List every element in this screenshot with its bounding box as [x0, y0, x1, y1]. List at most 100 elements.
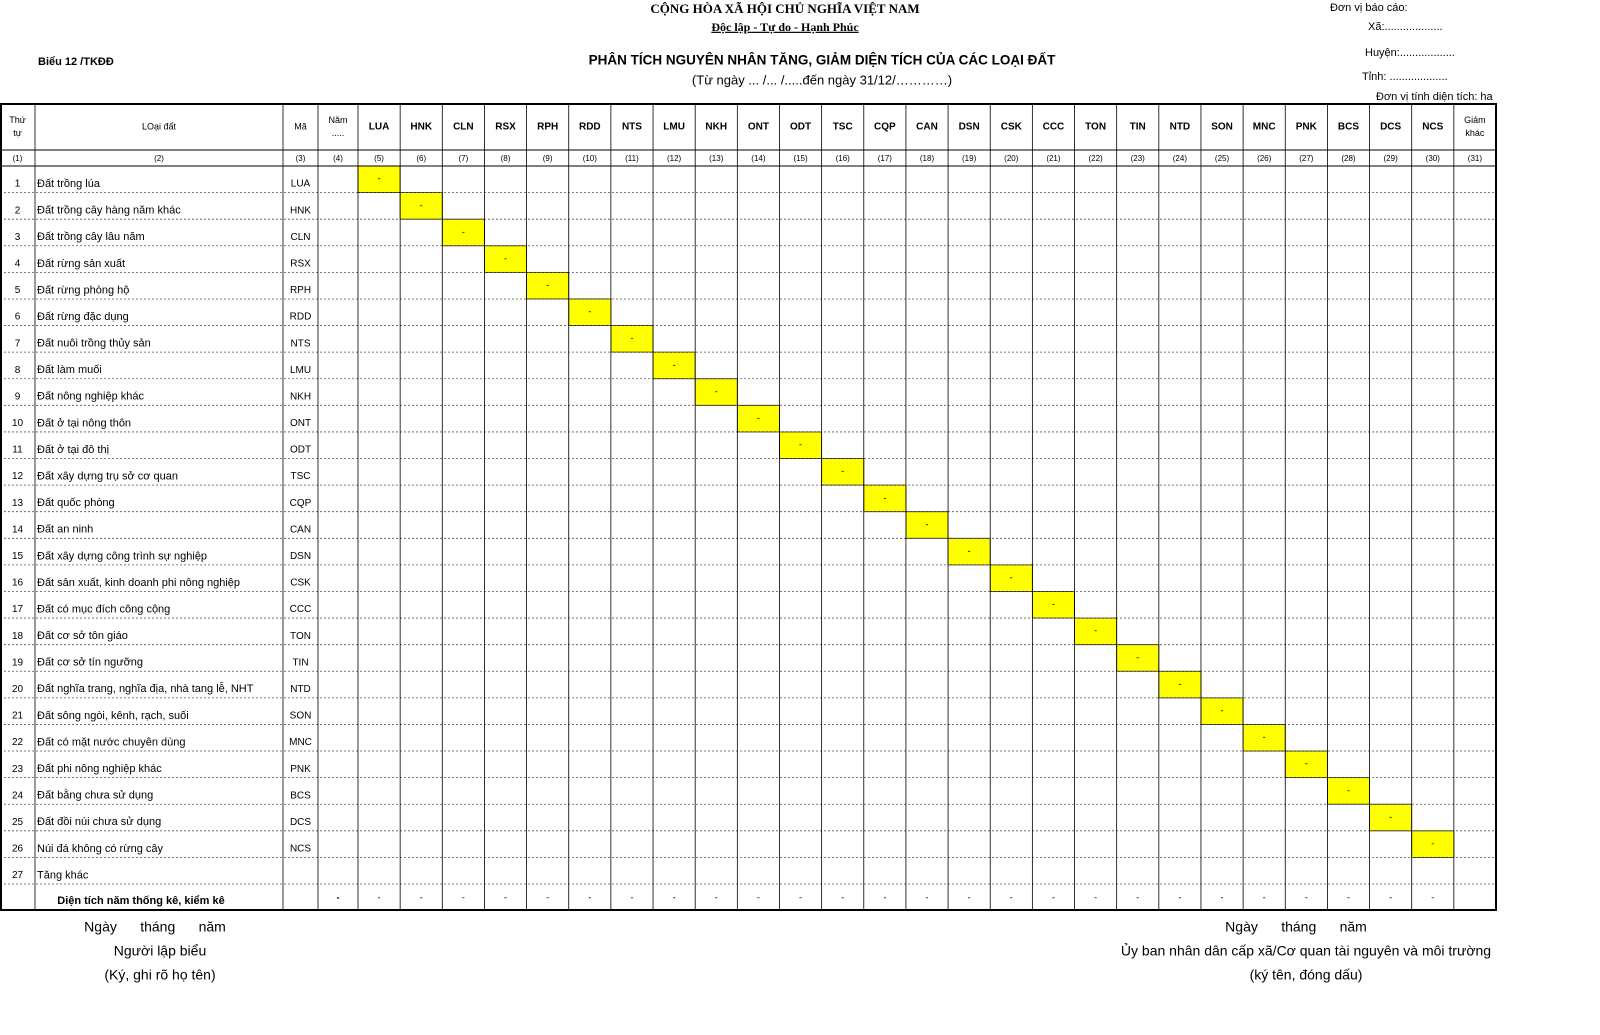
- column-number: (26): [1257, 154, 1272, 163]
- land-type: Đất có mục đích công cộng: [37, 603, 170, 615]
- footer-role: Người lập biểu: [114, 943, 207, 959]
- total-label: Diện tích năm thống kê, kiểm kê: [57, 895, 225, 907]
- footer-sign: (ký tên, đóng dấu): [1250, 967, 1363, 983]
- total-value: -: [1221, 892, 1224, 902]
- column-header: CCC: [1043, 122, 1065, 133]
- land-code: CLN: [290, 232, 310, 243]
- cell-mark: -: [926, 519, 929, 529]
- highlight-cell: [526, 271, 570, 300]
- column-header: Thứ: [9, 115, 26, 125]
- total-value: -: [1178, 892, 1181, 902]
- column-header: SON: [1211, 122, 1233, 133]
- land-type: Đất nghĩa trang, nghĩa địa, nhà tang lễ,…: [37, 682, 254, 695]
- land-type: Đất rừng sản xuất: [37, 258, 125, 270]
- total-value: -: [630, 892, 633, 902]
- period: (Từ ngày ... /... /.....đến ngày 31/12/……: [692, 72, 952, 87]
- row-number: 17: [12, 604, 24, 615]
- total-value: -: [588, 892, 591, 902]
- cell-mark: -: [1347, 785, 1350, 795]
- row-number: 2: [15, 205, 21, 216]
- column-number: (8): [501, 154, 511, 163]
- land-type: Đất ở tại đô thị: [37, 444, 109, 456]
- total-value: -: [1094, 892, 1097, 902]
- cell-mark: -: [1136, 652, 1139, 662]
- total-value: -: [715, 892, 718, 902]
- land-code: CAN: [290, 524, 311, 535]
- table: - - - - - - - - - - - - - - - - - - - - - - - - - - Thứ tự LOại đất M…: [0, 103, 1497, 911]
- land-type: Đất cơ sở tôn giáo: [37, 630, 128, 642]
- footer-date: Ngày tháng năm: [1225, 919, 1367, 935]
- column-header: DSN: [959, 122, 980, 133]
- cell-mark: -: [1431, 838, 1434, 848]
- footer-date: Ngày tháng năm: [84, 919, 226, 935]
- column-number: (17): [878, 154, 893, 163]
- row-number: 4: [15, 259, 21, 270]
- column-header: DCS: [1380, 122, 1401, 133]
- total-value: -: [1389, 892, 1392, 902]
- highlight-cell: [905, 511, 949, 539]
- column-number: (21): [1046, 154, 1061, 163]
- column-header: RPH: [537, 122, 558, 133]
- land-code: NTS: [291, 338, 311, 349]
- column-header: tự: [13, 128, 22, 138]
- column-number: (14): [751, 154, 766, 163]
- column-number: (16): [836, 154, 851, 163]
- land-code: TIN: [292, 657, 308, 668]
- row-number: 24: [12, 790, 24, 801]
- column-header: Giảm: [1464, 115, 1486, 125]
- highlight-cell: [1200, 697, 1244, 725]
- column-header: ODT: [790, 122, 811, 133]
- land-code: CCC: [290, 604, 312, 615]
- row-number: 3: [15, 232, 21, 243]
- highlight-cell: [1116, 644, 1160, 672]
- area-unit: Đơn vị tính diện tích: ha: [1376, 91, 1494, 103]
- district: Huyện:..................: [1365, 47, 1455, 59]
- column-number: (4): [333, 154, 343, 163]
- column-header: Năm: [328, 115, 347, 125]
- land-type: Đất bằng chưa sử dụng: [37, 789, 153, 802]
- highlight-cell: [399, 192, 443, 220]
- land-code: RPH: [290, 285, 311, 296]
- land-type: Đất quốc phòng: [37, 497, 115, 509]
- column-header: NTS: [622, 122, 642, 133]
- column-header: Mã: [294, 121, 307, 131]
- total-value: -: [757, 892, 760, 902]
- row-number: 25: [12, 817, 24, 828]
- total-value: -: [546, 892, 549, 902]
- column-number: (18): [920, 154, 935, 163]
- total-value: -: [462, 892, 465, 902]
- motto: Độc lập - Tự do - Hạnh Phúc: [711, 20, 859, 34]
- column-header: HNK: [410, 122, 432, 133]
- column-number: (12): [667, 154, 682, 163]
- row-number: 15: [12, 551, 24, 562]
- land-code: DSN: [290, 551, 311, 562]
- column-header: CAN: [916, 122, 938, 133]
- column-number: (15): [793, 154, 808, 163]
- column-number: (22): [1088, 154, 1103, 163]
- cell-mark: -: [1305, 759, 1308, 769]
- row-number: 9: [15, 391, 21, 402]
- land-code: RDD: [290, 312, 312, 323]
- cell-mark: -: [378, 174, 381, 184]
- column-number: (13): [709, 154, 724, 163]
- cell-mark: -: [883, 493, 886, 503]
- cell-mark: -: [462, 227, 465, 237]
- commune: Xã:...................: [1368, 21, 1443, 33]
- land-type: Đất xây dựng trụ sở cơ quan: [37, 471, 178, 483]
- row-number: 18: [12, 631, 24, 642]
- column-number: (27): [1299, 154, 1314, 163]
- column-number: (5): [374, 154, 384, 163]
- land-code: CSK: [290, 578, 311, 589]
- total-value: -: [420, 892, 423, 902]
- cell-mark: -: [420, 200, 423, 210]
- column-header: TIN: [1130, 122, 1146, 133]
- total-value: -: [926, 892, 929, 902]
- total-value: -: [883, 892, 886, 902]
- cell-mark: -: [715, 386, 718, 396]
- column-header: ONT: [748, 122, 769, 133]
- land-code: MNC: [289, 737, 312, 748]
- column-number: (11): [625, 154, 639, 163]
- row-number: 26: [12, 844, 24, 855]
